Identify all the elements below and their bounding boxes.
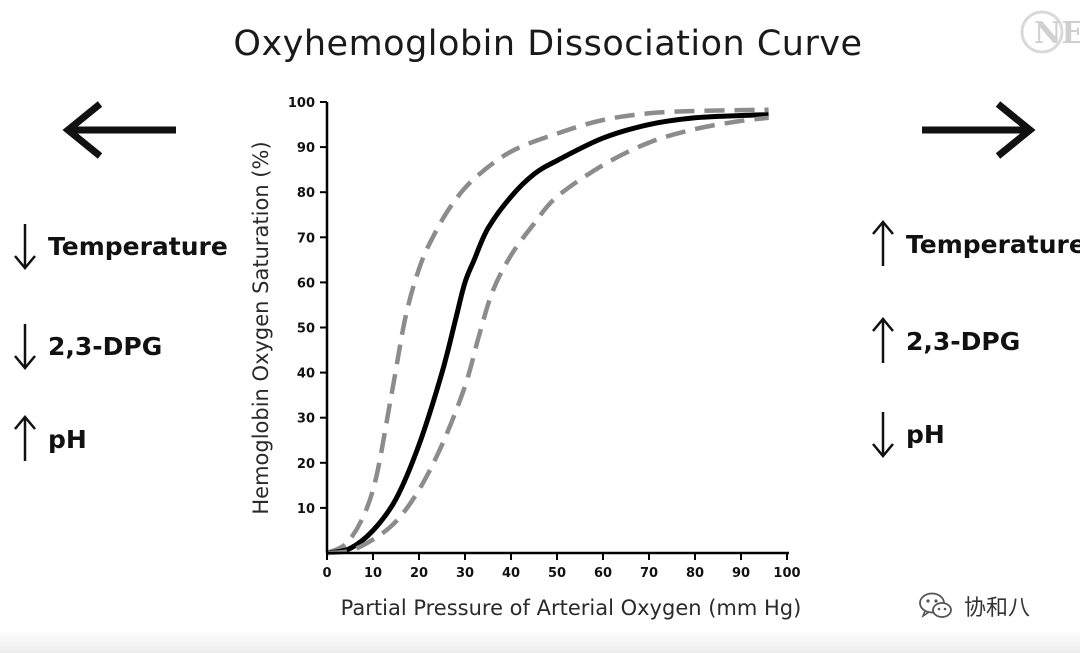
series-right-shift-line: [326, 115, 769, 556]
x-tick-label: 20: [410, 566, 428, 581]
factor-label: Temperature: [48, 231, 228, 261]
y-tick-label: 60: [297, 276, 315, 291]
y-ticks: 10 20 30 40 50 60 70 80 90 100: [288, 96, 327, 517]
right-factor-ph: pH: [870, 410, 945, 458]
left-factor-dpg: 2,3-DPG: [12, 322, 162, 370]
x-axis-label: Partial Pressure of Arterial Oxygen (mm …: [341, 596, 802, 620]
x-tick-label: 90: [732, 566, 750, 581]
up-arrow-icon: [14, 415, 36, 461]
x-tick-label: 40: [502, 566, 520, 581]
factor-label: 2,3-DPG: [48, 331, 163, 361]
factor-label: Temperature: [906, 229, 1080, 259]
factor-label: 2,3-DPG: [906, 326, 1021, 356]
x-tick-label: 30: [456, 566, 474, 581]
chart-title: Oxyhemoglobin Dissociation Curve: [233, 24, 863, 64]
factor-label: pH: [48, 424, 87, 454]
x-tick-label: 60: [594, 566, 612, 581]
x-tick-label: 80: [686, 566, 704, 581]
left-factor-ph: pH: [12, 415, 87, 463]
left-arrow-icon: [62, 101, 176, 159]
watermark-text: 协和八: [964, 596, 1031, 621]
y-tick-label: 30: [297, 412, 315, 427]
up-arrow-icon: [872, 220, 894, 266]
series-left-shift-line: [325, 107, 769, 556]
x-ticks: 0 10 20 30 40 50 60 70 80 90 100: [322, 553, 801, 581]
down-arrow-icon: [872, 412, 894, 458]
journal-logo: NE: [1020, 10, 1080, 54]
x-tick-label: 0: [322, 566, 331, 581]
y-tick-label: 70: [297, 231, 315, 246]
axes-layer: [325, 102, 789, 555]
right-arrow-icon: [922, 101, 1036, 159]
x-tick-label: 70: [640, 566, 658, 581]
y-axis-label: Hemoglobin Oxygen Saturation (%): [249, 141, 273, 514]
factor-label: pH: [906, 419, 945, 449]
y-tick-label: 50: [297, 322, 315, 337]
y-tick-label: 100: [288, 96, 315, 111]
x-tick-label: 10: [364, 566, 382, 581]
y-tick-label: 40: [297, 367, 315, 382]
down-arrow-icon: [14, 324, 36, 370]
y-tick-label: 80: [297, 186, 315, 201]
right-factor-temperature: Temperature: [870, 220, 1080, 268]
series-normal-line: [326, 112, 769, 556]
y-tick-label: 90: [297, 141, 315, 156]
up-arrow-icon: [872, 317, 894, 363]
y-tick-label: 10: [297, 502, 315, 517]
wechat-icon: [919, 592, 952, 619]
curves-layer: [325, 107, 769, 556]
right-factor-dpg: 2,3-DPG: [870, 317, 1020, 365]
y-tick-label: 20: [297, 457, 315, 472]
x-tick-label: 100: [773, 566, 800, 581]
bottom-shade: [0, 630, 1080, 653]
logo-text: NE: [1034, 16, 1080, 51]
down-arrow-icon: [14, 224, 36, 270]
x-tick-label: 50: [548, 566, 566, 581]
watermark: 协和八: [918, 590, 1030, 622]
left-factor-temperature: Temperature: [12, 222, 228, 270]
